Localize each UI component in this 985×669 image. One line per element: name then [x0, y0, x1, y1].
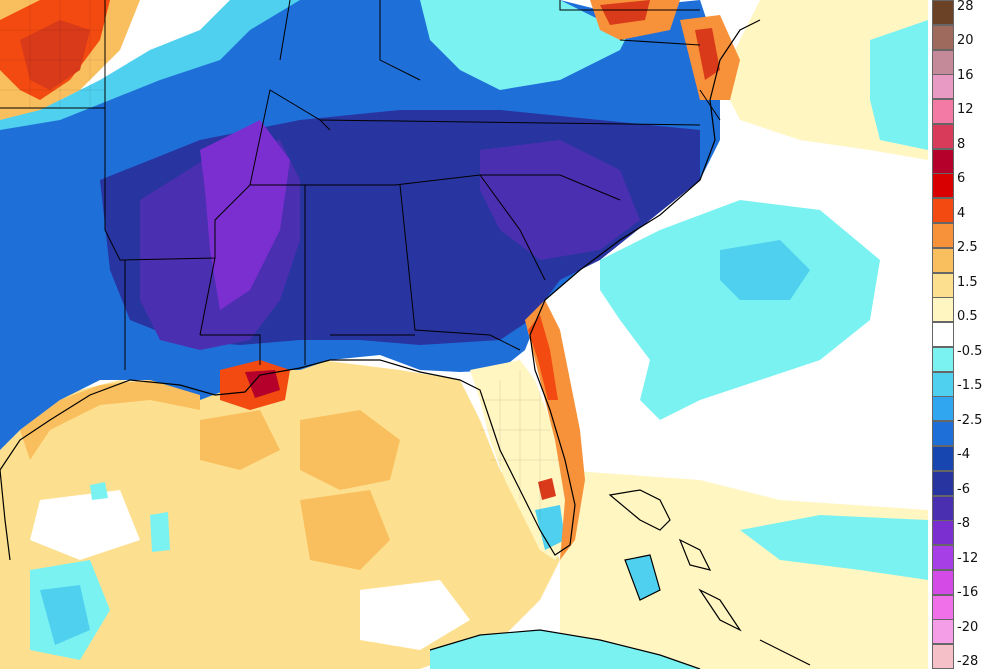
- legend-swatch: [932, 594, 954, 620]
- land-mild-northeast: [420, 0, 640, 90]
- coastlines: [0, 19, 811, 669]
- land-hotter-northwest: [20, 20, 90, 90]
- legend-swatch: [932, 173, 954, 199]
- legend-label: 12: [957, 102, 974, 118]
- color-legend: 28 20 16 12 8 6 4 2.5 1.5 0.5 -0.5 -1.5 -2.5 -4 -6 -8 -1…: [928, 0, 985, 669]
- atlantic-cool-se: [740, 515, 928, 580]
- legend-swatch: [932, 396, 954, 422]
- legend-label: 6: [957, 171, 966, 187]
- texas-coast-warm: [20, 380, 200, 460]
- legend-swatch: [932, 0, 954, 25]
- legend-swatch: [932, 569, 954, 595]
- legend-swatch: [932, 148, 954, 174]
- legend-label: -4: [957, 447, 970, 463]
- east-coast-hot: [528, 315, 558, 400]
- mid-atlantic-hot: [695, 28, 720, 80]
- legend-swatch: [932, 322, 954, 348]
- gulf-warmer-2: [300, 490, 390, 570]
- land-hot-northeast: [600, 0, 650, 25]
- legend-label: -2.5: [957, 412, 983, 428]
- legend-swatch: [932, 644, 954, 669]
- legend-swatch: [932, 272, 954, 298]
- legend-swatch: [932, 49, 954, 75]
- gulf-warmer-3: [200, 410, 280, 470]
- anomaly-map: [0, 0, 928, 669]
- legend-swatch: [932, 123, 954, 149]
- state-borders: [0, 0, 721, 370]
- legend-label: 28: [957, 0, 974, 14]
- legend-label: -20: [957, 619, 979, 635]
- legend-label: 0.5: [957, 309, 978, 325]
- legend-swatch: [932, 470, 954, 496]
- legend-label: -16: [957, 585, 979, 601]
- legend-swatch: [932, 247, 954, 273]
- legend-label: -0.5: [957, 343, 983, 359]
- county-lines: [0, 0, 560, 520]
- legend-label: 20: [957, 33, 974, 49]
- map-svg: [0, 0, 928, 669]
- legend-swatch: [932, 74, 954, 100]
- legend-swatch: [932, 619, 954, 645]
- bahamas-cool: [625, 555, 660, 600]
- legend-swatch: [932, 223, 954, 248]
- legend-swatch: [932, 346, 954, 372]
- atlantic-cool-east: [870, 20, 928, 150]
- legend-label: -12: [957, 550, 979, 566]
- land-coldest-2: [200, 120, 290, 310]
- legend-label: -8: [957, 516, 970, 532]
- atlantic-cooler: [720, 240, 810, 300]
- legend-label: 1.5: [957, 274, 978, 290]
- legend-label: 2.5: [957, 240, 978, 256]
- legend-label: -28: [957, 654, 979, 669]
- legend-swatch: [932, 421, 954, 447]
- legend-swatch: [932, 198, 954, 224]
- atlantic-cool-blob: [600, 200, 880, 420]
- gulf-coast-hotter: [245, 370, 280, 398]
- legend-swatch: [932, 297, 954, 323]
- gulf-white-2: [360, 580, 470, 650]
- legend-swatch: [932, 495, 954, 521]
- legend-label: 4: [957, 205, 966, 221]
- florida-hotspot: [538, 478, 556, 500]
- gulf-warmer-1: [300, 410, 400, 490]
- legend-swatch: [932, 371, 954, 397]
- legend-swatch: [932, 520, 954, 546]
- gulf-cool-2: [40, 585, 90, 645]
- legend-swatch: [932, 24, 954, 50]
- legend-swatch: [932, 99, 954, 125]
- legend-label: 8: [957, 136, 966, 152]
- legend-swatch: [932, 545, 954, 571]
- legend-label: -1.5: [957, 378, 983, 394]
- gulf-cool-3: [90, 482, 108, 500]
- legend-label: 16: [957, 67, 974, 83]
- cuba-land: [430, 630, 700, 669]
- legend-swatch: [932, 446, 954, 471]
- legend-label: -6: [957, 481, 970, 497]
- gulf-cool-4: [150, 512, 170, 552]
- gulf-white-1: [30, 490, 140, 560]
- florida-cool: [535, 505, 565, 550]
